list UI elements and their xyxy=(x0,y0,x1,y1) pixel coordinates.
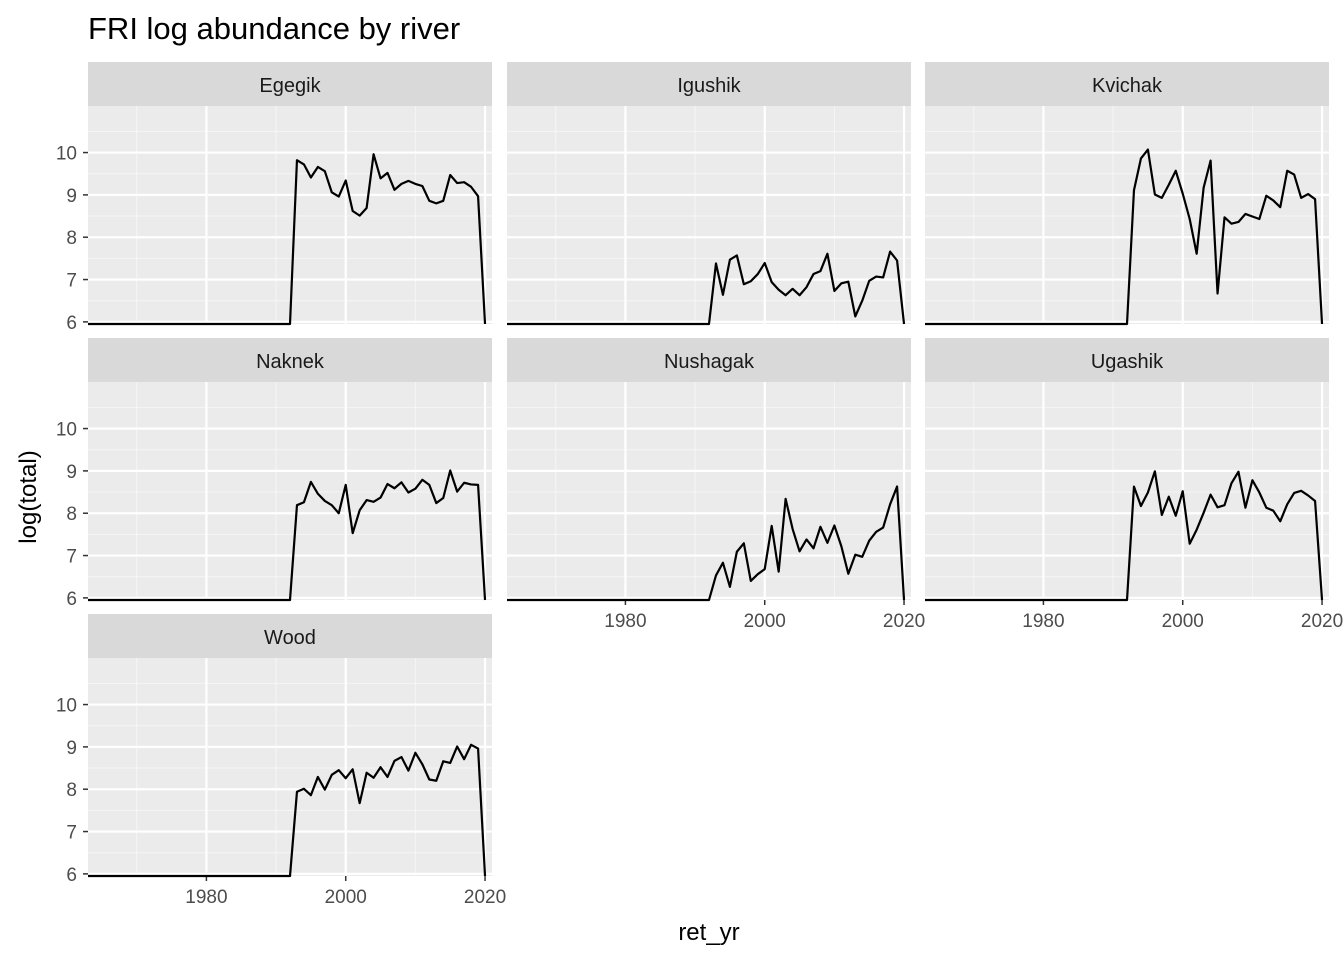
series-line-naknek xyxy=(88,469,487,602)
x-tick-label: 1980 xyxy=(1022,611,1064,632)
facet-strip-label: Ugashik xyxy=(1091,351,1164,373)
y-tick-label: 8 xyxy=(66,228,77,249)
panel-background xyxy=(925,382,1329,600)
panel-background xyxy=(507,382,911,600)
y-tick-label: 10 xyxy=(56,696,77,717)
x-tick-label: 2020 xyxy=(1301,611,1343,632)
panel-igushik: Igushik xyxy=(507,62,911,326)
x-tick-label: 2020 xyxy=(883,611,925,632)
facet-strip-label: Egegik xyxy=(259,75,321,97)
series-line-igushik xyxy=(507,250,906,326)
facet-strip xyxy=(88,338,492,382)
facet-strip xyxy=(88,614,492,658)
y-tick-label: 7 xyxy=(66,823,77,844)
y-axis-label: log(total) xyxy=(15,450,42,543)
panel-egegik: Egegik 6 7 8 9 10 xyxy=(56,62,492,334)
panel-background xyxy=(88,106,492,324)
series-line-ugashik xyxy=(925,470,1324,602)
x-tick-label: 1980 xyxy=(604,611,646,632)
panel-background xyxy=(507,106,911,324)
panel-background xyxy=(88,382,492,600)
y-tick-label: 9 xyxy=(66,462,77,483)
facet-strip xyxy=(507,62,911,106)
panel-background xyxy=(925,106,1329,324)
panel-ugashik: Ugashik 1980 2000 2020 xyxy=(925,338,1343,632)
panel-background xyxy=(88,658,492,876)
y-tick-label: 9 xyxy=(66,186,77,207)
x-tick-label: 2020 xyxy=(464,887,506,908)
x-axis-label: ret_yr xyxy=(678,919,739,946)
facet-strip xyxy=(925,62,1329,106)
y-tick-label: 10 xyxy=(56,144,77,165)
facet-strip xyxy=(88,62,492,106)
series-line-egegik xyxy=(88,153,487,326)
x-tick-label: 2000 xyxy=(744,611,786,632)
panel-nushagak: Nushagak 1980 2000 2020 xyxy=(507,338,925,632)
series-line-wood xyxy=(88,743,487,878)
y-tick-label: 8 xyxy=(66,504,77,525)
y-tick-label: 6 xyxy=(66,865,77,886)
panels-group: Egegik 6 7 8 9 10 Igushik Kvichak Naknek 6 7 8 9 10 Nu… xyxy=(56,62,1343,908)
x-tick-label: 2000 xyxy=(1162,611,1204,632)
facet-strip xyxy=(925,338,1329,382)
y-tick-label: 7 xyxy=(66,271,77,292)
x-tick-label: 2000 xyxy=(325,887,367,908)
facet-strip-label: Igushik xyxy=(677,75,741,97)
facet-strip xyxy=(507,338,911,382)
y-tick-label: 8 xyxy=(66,780,77,801)
x-tick-label: 1980 xyxy=(185,887,227,908)
series-line-nushagak xyxy=(507,485,906,602)
y-tick-label: 7 xyxy=(66,547,77,568)
panel-kvichak: Kvichak xyxy=(925,62,1329,326)
series-line-kvichak xyxy=(925,148,1324,326)
facet-strip-label: Wood xyxy=(264,627,316,649)
facet-strip-label: Kvichak xyxy=(1092,75,1163,97)
chart-title: FRI log abundance by river xyxy=(88,11,460,46)
panel-wood: Wood 6 7 8 9 10 1980 2000 2020 xyxy=(56,614,506,908)
y-tick-label: 6 xyxy=(66,589,77,610)
y-tick-label: 10 xyxy=(56,420,77,441)
panel-naknek: Naknek 6 7 8 9 10 xyxy=(56,338,492,610)
facet-strip-label: Nushagak xyxy=(664,351,755,373)
y-tick-label: 6 xyxy=(66,313,77,334)
y-tick-label: 9 xyxy=(66,738,77,759)
facet-strip-label: Naknek xyxy=(256,351,325,373)
